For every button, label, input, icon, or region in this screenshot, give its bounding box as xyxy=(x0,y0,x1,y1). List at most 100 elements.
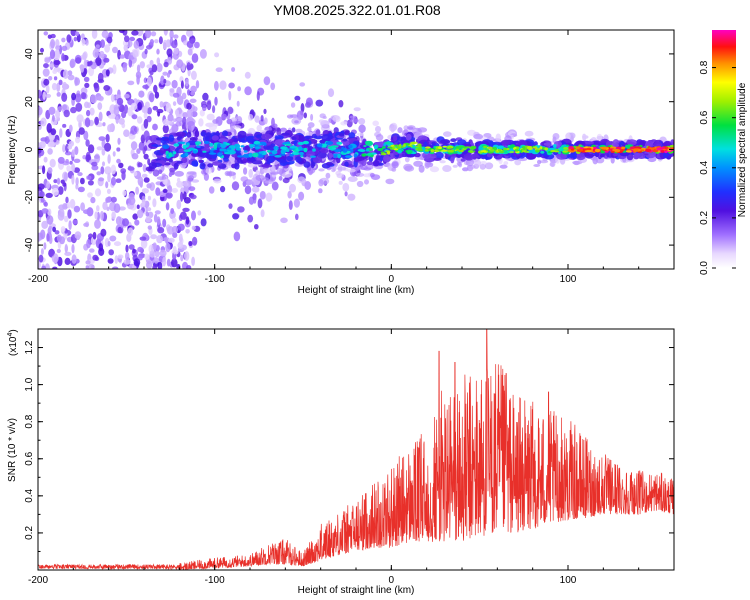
spectrogram-blob xyxy=(156,48,160,55)
spectrogram-blob xyxy=(205,167,212,175)
spectrogram-blob xyxy=(71,92,77,101)
spectrogram-blob xyxy=(228,147,232,151)
spectrogram-blob xyxy=(56,92,61,97)
spectrogram-blob xyxy=(393,135,398,142)
spectrogram-blob xyxy=(469,150,474,154)
spectrogram-blob xyxy=(284,143,292,146)
spectrogram-blob xyxy=(62,104,67,111)
spectrogram-blob xyxy=(533,164,541,167)
spectrogram-blob xyxy=(184,251,190,261)
spectrogram-blob xyxy=(152,242,157,250)
spectrogram-blob xyxy=(121,170,126,181)
spectrogram-blob xyxy=(254,115,260,123)
spectrogram-blob xyxy=(315,129,321,137)
spectrogram-blob xyxy=(152,198,157,208)
spectrogram-blob xyxy=(253,195,257,204)
spectrogram-blob xyxy=(190,131,194,139)
spectrogram-blob xyxy=(165,192,173,199)
spectrogram-blob xyxy=(113,106,120,116)
spectrogram-blob xyxy=(156,216,161,226)
spectrogram-blob xyxy=(173,162,179,170)
spectrogram-blob xyxy=(185,216,190,225)
spectrogram-blob xyxy=(182,112,188,119)
spectrogram-blob xyxy=(121,111,127,119)
spectrogram-blob xyxy=(170,208,175,214)
spectrogram-blob xyxy=(102,201,108,211)
spectrogram-blob xyxy=(90,94,98,104)
spectrogram-blob xyxy=(262,143,267,146)
spectrogram-blob xyxy=(356,172,365,177)
spectrogram-blob xyxy=(152,169,160,177)
spectrogram-blob xyxy=(599,146,608,149)
spectrogram-blob xyxy=(146,64,152,69)
spectrogram-blob xyxy=(200,169,207,175)
spectrogram-blob xyxy=(133,258,141,267)
spectrogram-blob xyxy=(94,116,99,126)
spectrogram-blob xyxy=(460,158,466,162)
spectrogram-blob xyxy=(119,54,126,59)
spectrogram-blob xyxy=(327,146,333,149)
spectrogram-blob xyxy=(209,142,214,147)
spectrogram-blob xyxy=(400,153,409,158)
spectrogram-blob xyxy=(392,146,395,150)
spectrogram-blob xyxy=(96,95,104,101)
spectrogram-blob xyxy=(208,152,217,155)
spectrogram-blob xyxy=(300,155,304,158)
spectrogram-blob xyxy=(81,38,86,46)
snr-ticks: -200 -100 0 100 0.2 0.4 0.6 0.8 1.0 1.2 xyxy=(24,329,675,586)
spectrogram-blob xyxy=(212,161,222,166)
spectrogram-blob xyxy=(61,45,68,51)
spectrogram-blob xyxy=(80,202,85,212)
spectrogram-blob xyxy=(318,188,323,194)
spectrogram-blob xyxy=(298,191,305,201)
spectrogram-blob xyxy=(125,244,129,253)
spectrogram-blob xyxy=(156,57,161,65)
spectrogram-blob xyxy=(45,84,50,94)
spectrogram-blob xyxy=(138,141,146,151)
spectrogram-blob xyxy=(42,68,50,77)
spectrogram-blob xyxy=(67,74,75,81)
spectrogram-blob xyxy=(202,104,207,112)
spectrogram-blob xyxy=(133,171,138,177)
spectrogram-blob xyxy=(506,148,510,151)
spectrogram-blob xyxy=(110,196,117,203)
spectrogram-blob xyxy=(531,149,536,154)
spectrogram-blob xyxy=(391,167,397,172)
spectrogram-blob xyxy=(83,76,90,82)
spectrogram-blob xyxy=(86,175,92,180)
spectrogram-blob xyxy=(191,236,198,246)
spectrogram-blob xyxy=(112,266,119,269)
spectrogram-blob xyxy=(372,120,380,127)
spectrogram-blob xyxy=(273,146,279,151)
spectrogram-blob xyxy=(298,146,303,151)
spectrogram-blob xyxy=(110,94,115,103)
spectrogram-blob xyxy=(60,226,66,233)
spectrogram-blob xyxy=(94,219,101,229)
spectrogram-blob xyxy=(187,89,191,96)
spectrogram-blob xyxy=(434,151,444,160)
spectrogram-blob xyxy=(670,147,674,150)
spectrogram-blob xyxy=(38,183,45,190)
spectrogram-blob xyxy=(253,140,261,145)
spectrogram-blob xyxy=(256,154,264,158)
spectrogram-blob xyxy=(43,31,49,36)
spectrogram-blob xyxy=(73,158,81,163)
spectrogram-blob xyxy=(96,205,100,212)
spectrogram-blob xyxy=(110,176,117,186)
spectrogram-blob xyxy=(117,254,124,259)
spectrogram-blob xyxy=(294,95,301,101)
spectrogram-blob xyxy=(340,121,348,126)
spectrogram-blob xyxy=(122,190,127,196)
spectrogram-blob xyxy=(64,257,71,265)
spectrogram-blob xyxy=(261,164,273,168)
spectrogram-blob xyxy=(303,161,311,168)
spectrogram-blob xyxy=(364,179,369,185)
spectrogram-blob xyxy=(262,168,272,174)
spectrogram-blob xyxy=(206,113,215,121)
spectrogram-blob xyxy=(202,150,207,153)
y-tick-label: 1.2 xyxy=(24,340,35,354)
spectrogram-blob xyxy=(378,162,384,166)
spectrogram-blob xyxy=(55,109,61,119)
